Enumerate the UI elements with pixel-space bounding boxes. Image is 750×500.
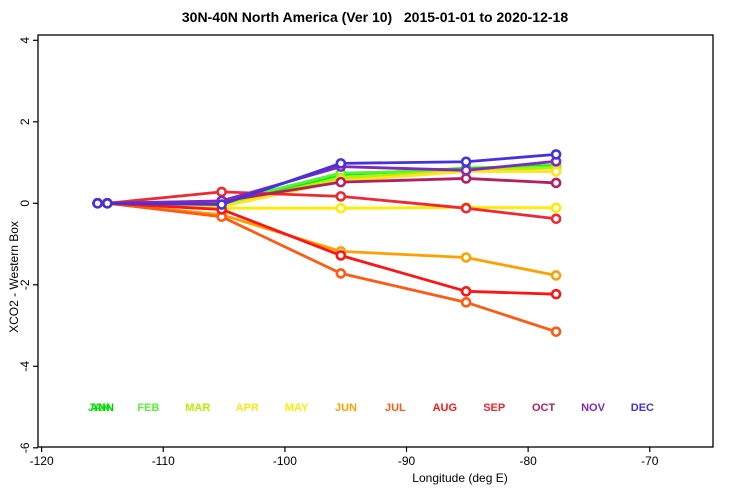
data-point-jul [550,326,562,337]
legend-label-oct: OCT [532,402,556,414]
x-axis-title: Longitude (deg E) [412,471,508,485]
x-tick-label: -90 [398,454,416,468]
series-line-jul [96,201,558,334]
series-line-aug [96,201,558,296]
data-point-nov [460,164,472,176]
legend-label-jan: JAN [88,402,110,414]
x-tick-label: -70 [641,454,659,468]
data-point-dec [335,158,347,169]
y-tick-label: -4 [18,361,32,372]
data-point-dec [550,149,562,160]
data-point-sep [216,186,227,198]
data-point-sep [550,213,562,225]
x-tick-label: -120 [30,454,54,468]
y-tick-label: 0 [18,200,32,207]
chart-title: 30N-40N North America (Ver 10) 2015-01-0… [181,9,569,25]
y-tick-label: 2 [18,118,32,125]
y-tick-label: -6 [18,442,32,453]
plot-frame [37,34,714,448]
x-tick-label: -80 [519,454,537,468]
legend-label-mar: MAR [185,402,210,414]
data-point-dec [460,156,472,168]
legend-label-jul: JUL [385,402,406,414]
data-point-jun [550,270,562,281]
data-point-oct [550,177,562,189]
series-line-jun [96,201,558,277]
data-point-may [335,202,347,214]
y-tick-label: 4 [18,37,32,44]
data-point-dec [102,198,113,209]
data-point-oct [335,176,347,188]
data-point-apr [550,166,562,177]
y-axis-title: XCO2 - Western Box [7,221,21,333]
data-point-aug [335,250,347,261]
data-point-sep [335,191,347,202]
data-point-oct [460,173,472,184]
x-tick-label: -110 [152,454,175,468]
legend-label-dec: DEC [631,402,654,414]
series-line-mar [96,166,558,207]
y-tick-label: -2 [18,279,32,290]
x-tick-label: -100 [273,454,297,468]
data-point-may [550,202,562,214]
data-point-sep [460,202,472,214]
legend-label-ann: ANN [90,402,114,414]
data-point-aug [460,286,472,297]
data-point-dec [92,198,103,209]
data-point-jul [335,268,347,279]
legend-label-sep: SEP [483,402,505,414]
data-point-aug [550,288,562,300]
legend-label-feb: FEB [137,402,159,414]
data-point-jul [460,297,472,308]
data-point-jun [460,252,472,263]
legend-label-nov: NOV [581,402,606,414]
legend-label-aug: AUG [433,402,457,414]
data-point-dec [216,199,227,210]
legend-label-may: MAY [285,402,309,414]
legend-label-jun: JUN [335,402,357,414]
legend-label-apr: APR [236,402,259,414]
